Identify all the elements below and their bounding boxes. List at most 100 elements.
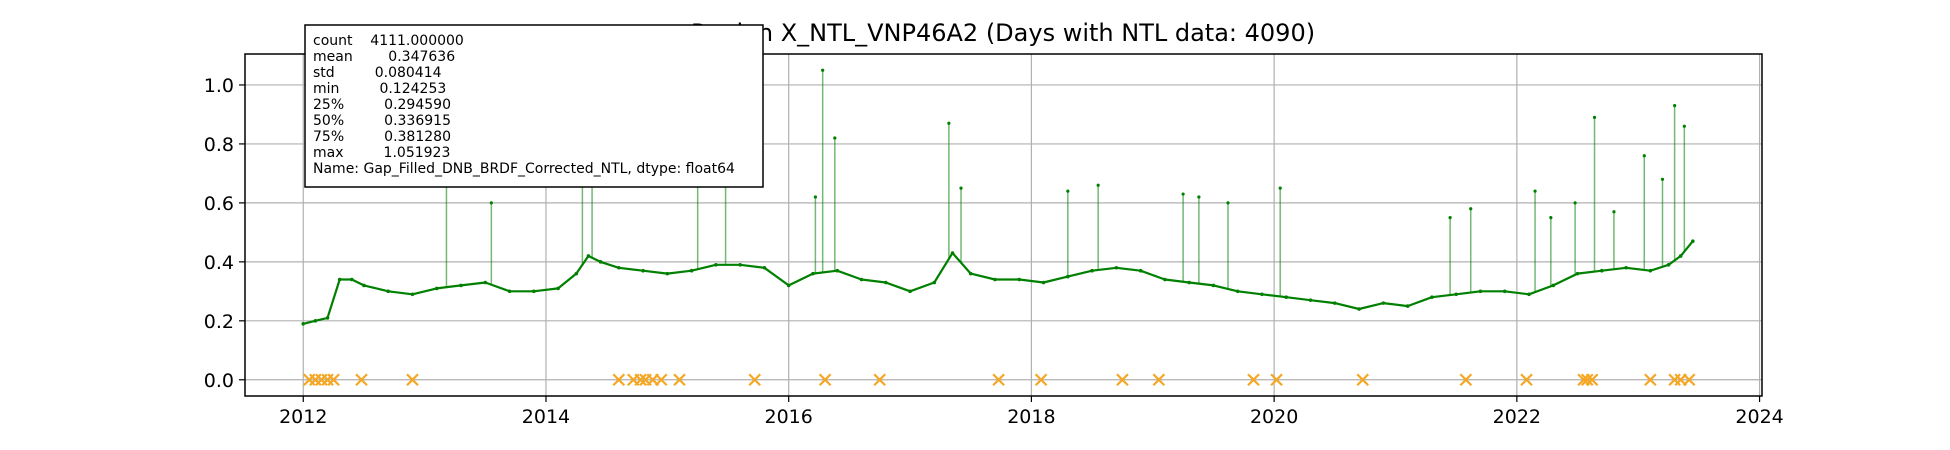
y-tick-label: 0.6: [204, 193, 234, 215]
series-point: [1454, 292, 1458, 297]
marker-stroke: [1034, 373, 1048, 387]
series-point: [586, 254, 591, 258]
missing-data-marker: [612, 373, 626, 387]
series-point: [1260, 292, 1264, 297]
missing-data-marker: [1585, 373, 1599, 387]
spike-point: [1469, 207, 1473, 211]
series-point: [410, 292, 415, 297]
spike-point: [1533, 189, 1537, 193]
series-point: [1575, 271, 1580, 276]
series-point: [1624, 265, 1628, 270]
x-tick-label: 2018: [1007, 406, 1055, 428]
series-point: [1678, 254, 1683, 258]
marker-stroke: [1247, 373, 1260, 387]
series-point: [1478, 289, 1483, 294]
series-point: [1405, 304, 1410, 308]
series-point: [762, 265, 767, 270]
series-point: [1691, 239, 1695, 244]
spike-point: [1682, 124, 1686, 128]
missing-data-marker: [1520, 373, 1533, 387]
x-tick-label: 2022: [1493, 406, 1541, 428]
stats-line: mean 0.347636: [313, 49, 455, 65]
marker-stroke: [1520, 373, 1533, 387]
series-point: [325, 316, 330, 320]
missing-data-marker: [673, 373, 686, 387]
series-point: [1527, 292, 1531, 297]
series-point: [932, 280, 937, 285]
series-point: [598, 260, 603, 264]
y-tick-label: 0.4: [204, 252, 234, 274]
missing-data-marker: [327, 373, 340, 387]
series-point: [1187, 280, 1191, 285]
marker-stroke: [818, 373, 832, 387]
plot-frame: [244, 53, 1763, 397]
y-tick-label: 1.0: [204, 75, 234, 97]
marker-stroke: [673, 373, 686, 387]
series-point: [574, 271, 579, 276]
series-point: [301, 321, 306, 326]
spike-point: [489, 201, 493, 205]
spike-point: [959, 186, 963, 190]
missing-data-marker: [1152, 373, 1166, 387]
stats-box-frame: [304, 24, 764, 188]
marker-stroke: [873, 373, 886, 387]
spike-point: [1642, 154, 1646, 158]
series-point: [835, 268, 840, 273]
series-point: [811, 271, 815, 276]
series-point: [556, 286, 560, 291]
marker-stroke: [992, 373, 1005, 387]
missing-data-marker: [992, 373, 1005, 387]
series-point: [1090, 268, 1094, 273]
spike-point: [1612, 210, 1616, 214]
series-point: [1041, 280, 1046, 285]
marker-stroke: [1116, 373, 1129, 387]
missing-data-marker: [1459, 373, 1473, 387]
missing-data-marker: [355, 373, 368, 387]
missing-data-marker: [1270, 373, 1283, 387]
series-layer: [301, 68, 1695, 326]
missing-data-marker: [1682, 373, 1696, 387]
missing-data-marker: [1644, 373, 1657, 387]
spike-point: [1660, 177, 1665, 181]
missing-data-marker: [1580, 373, 1594, 387]
x-tick-label: 2012: [279, 406, 327, 428]
series-point: [1284, 295, 1289, 300]
x-axis: 2012 2014 2016 2018 2020 2022 2024: [279, 396, 1784, 428]
series-point: [349, 277, 354, 282]
x-tick-label: 2016: [765, 406, 813, 428]
missing-data-marker: [1356, 373, 1370, 387]
spike-point: [1592, 115, 1597, 119]
series-point: [993, 277, 997, 282]
series-point: [507, 289, 512, 294]
stats-line: std 0.080414: [313, 65, 442, 81]
series-point: [738, 263, 742, 267]
series-point: [1381, 301, 1386, 305]
series-point: [1600, 268, 1604, 273]
series-point: [616, 265, 621, 270]
marker-stroke: [634, 373, 647, 387]
missing-data-marker: [1116, 373, 1129, 387]
series-point: [1308, 298, 1313, 302]
spike-point: [1197, 195, 1201, 199]
series-point: [1551, 283, 1556, 288]
spike-point: [833, 136, 837, 140]
missing-data-marker: [1034, 373, 1048, 387]
missing-data-marker: [406, 373, 419, 387]
spike-point: [947, 121, 951, 125]
series-point: [1211, 283, 1216, 288]
stats-line: max 1.051923: [313, 145, 450, 161]
marker-stroke: [1356, 373, 1370, 387]
series-point: [1666, 263, 1671, 267]
marker-stroke: [612, 373, 626, 387]
missing-data-marker: [1247, 373, 1260, 387]
chart-title: Region X_NTL_VNP46A2 (Days with NTL data…: [691, 19, 1315, 47]
series-point: [689, 268, 694, 273]
stats-line: 50% 0.336915: [313, 113, 451, 129]
series-point: [1163, 277, 1167, 282]
series-point: [1066, 274, 1070, 279]
y-tick-label: 0.0: [204, 370, 234, 392]
spike-point: [1448, 216, 1452, 220]
